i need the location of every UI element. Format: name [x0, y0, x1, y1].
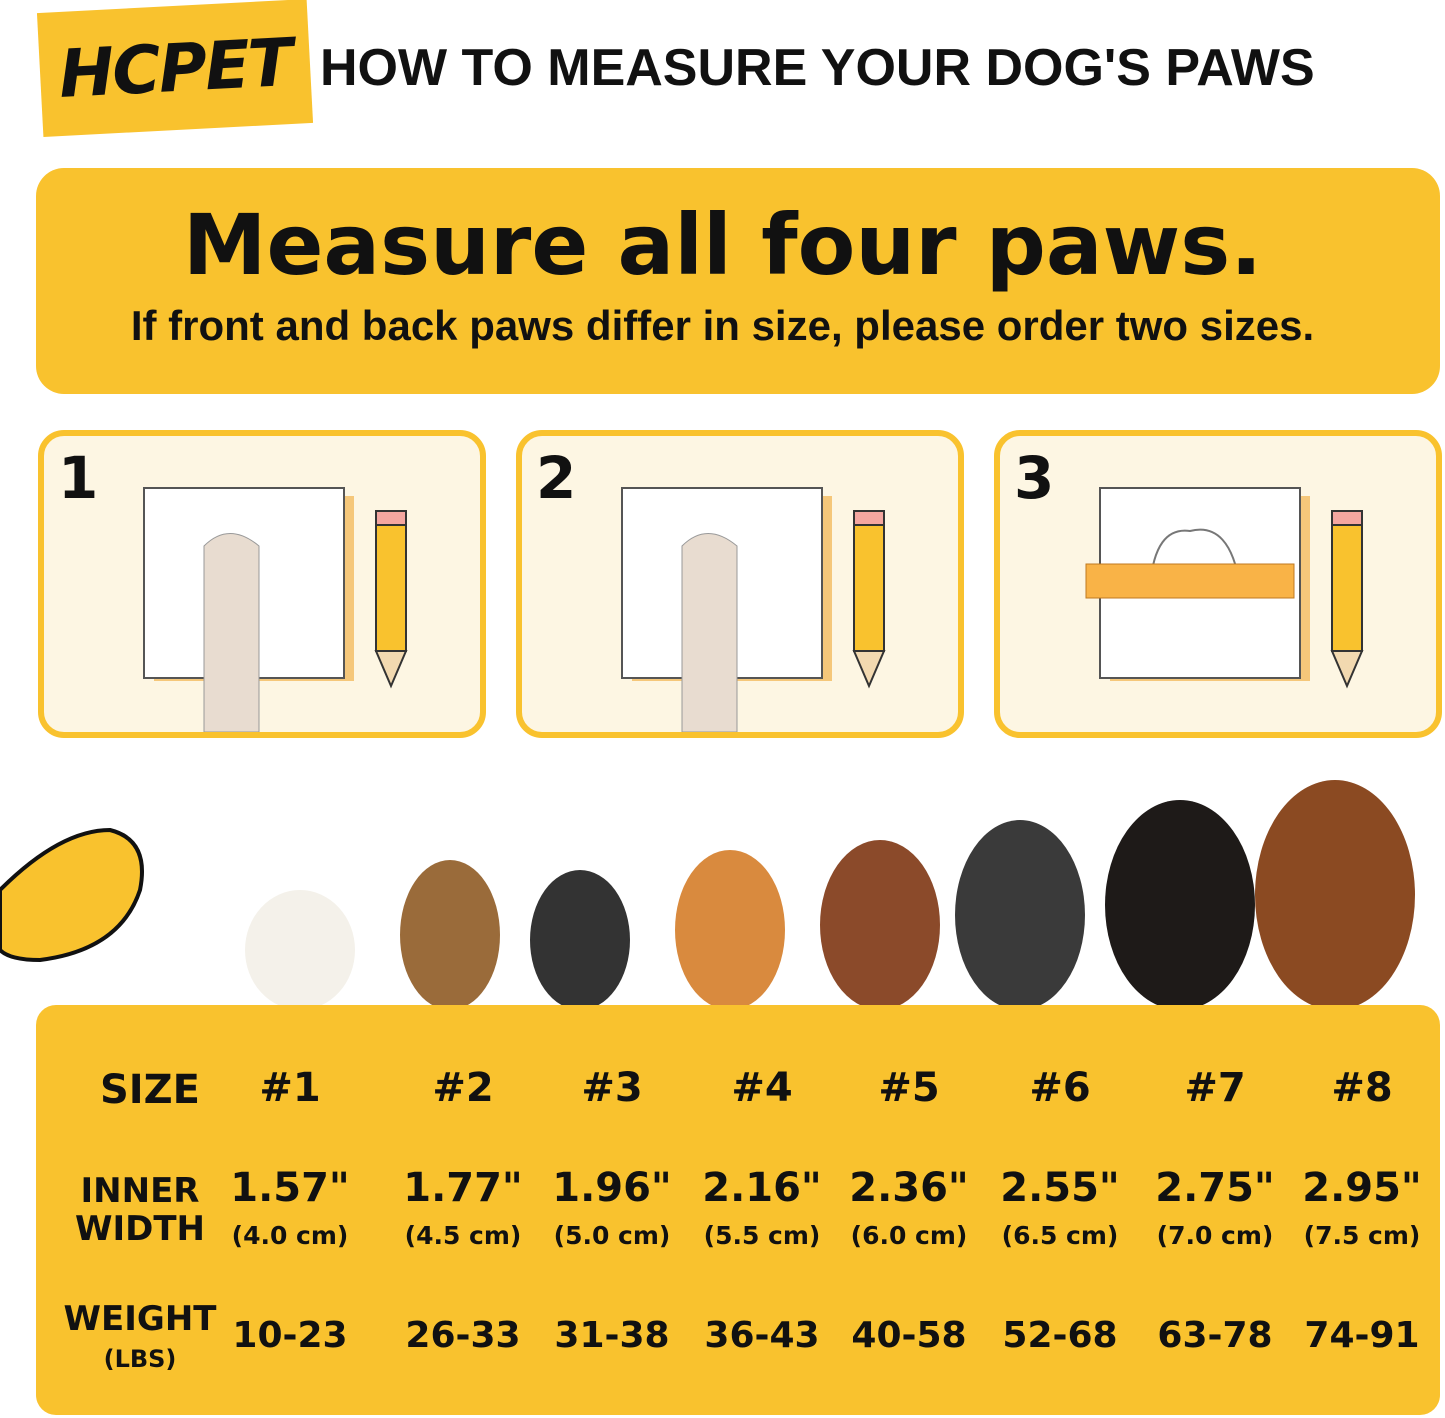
weight: 52-68 — [1002, 1315, 1118, 1356]
weight: 40-58 — [851, 1315, 967, 1356]
step-illustration — [143, 487, 408, 732]
banner-heading: Measure all four paws. — [182, 196, 1263, 294]
banner-subheading: If front and back paws differ in size, p… — [130, 302, 1315, 349]
page-title: HOW TO MEASURE YOUR DOG'S PAWS — [320, 39, 1315, 97]
size: #7 — [1184, 1065, 1246, 1111]
step-number: 3 — [1014, 444, 1055, 512]
decoration — [0, 827, 144, 963]
width-inches: 1.57" — [230, 1165, 350, 1211]
size: #2 — [432, 1065, 494, 1111]
step-illustration — [621, 487, 886, 732]
width-cm: (7.0 cm) — [1156, 1221, 1274, 1250]
size: #1 — [259, 1065, 321, 1111]
row-label: WIDTH — [74, 1209, 206, 1249]
weight: 26-33 — [405, 1315, 521, 1356]
width-inches: 1.96" — [552, 1165, 672, 1211]
width-cm: (4.0 cm) — [231, 1221, 349, 1250]
width-inches: 2.16" — [702, 1165, 822, 1211]
width-cm: (7.5 cm) — [1303, 1221, 1421, 1250]
weight: 74-91 — [1304, 1315, 1420, 1356]
weight: 63-78 — [1157, 1315, 1273, 1356]
width-cm: (6.5 cm) — [1001, 1221, 1119, 1250]
step-panel: 1 — [38, 430, 486, 738]
row-label: INNER — [80, 1171, 200, 1211]
size: #4 — [731, 1065, 793, 1111]
step-number: 1 — [58, 444, 99, 512]
brand-logo: HCPET — [36, 0, 314, 137]
width-inches: 2.95" — [1302, 1165, 1422, 1211]
width-inches: 2.55" — [1000, 1165, 1120, 1211]
size-table: SIZE INNER WIDTH WEIGHT (LBS) #1 1.57" (4.0 cm)… — [36, 1005, 1440, 1415]
row-label: SIZE — [99, 1067, 201, 1113]
width-inches: 2.75" — [1155, 1165, 1275, 1211]
dog-illustrations — [245, 780, 1415, 1010]
width-cm: (5.0 cm) — [553, 1221, 671, 1250]
weight: 10-23 — [232, 1315, 348, 1356]
weight: 36-43 — [704, 1315, 820, 1356]
step-number: 2 — [536, 444, 577, 512]
width-inches: 1.77" — [403, 1165, 523, 1211]
width-cm: (5.5 cm) — [703, 1221, 821, 1250]
step-panel: 3 — [994, 430, 1442, 738]
step-panel: 2 — [516, 430, 964, 738]
dog-row — [0, 780, 1415, 1010]
weight: 31-38 — [554, 1315, 670, 1356]
width-cm: (4.5 cm) — [404, 1221, 522, 1250]
size: #3 — [581, 1065, 643, 1111]
size: #8 — [1331, 1065, 1393, 1111]
width-inches: 2.36" — [849, 1165, 969, 1211]
size: #6 — [1029, 1065, 1091, 1111]
row-label: WEIGHT — [63, 1299, 217, 1339]
step-illustration — [1085, 487, 1364, 689]
size: #5 — [878, 1065, 940, 1111]
width-cm: (6.0 cm) — [850, 1221, 968, 1250]
banner — [36, 168, 1440, 394]
row-label: (LBS) — [103, 1345, 177, 1373]
